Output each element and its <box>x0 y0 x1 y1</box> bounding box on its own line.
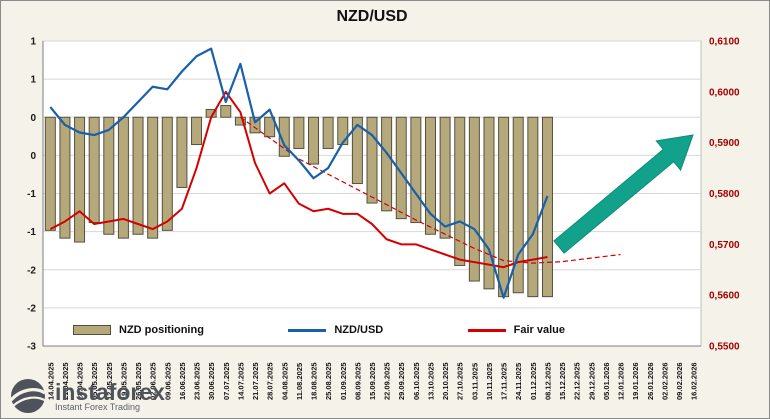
svg-text:10.11.2025: 10.11.2025 <box>485 363 494 400</box>
svg-text:13.10.2025: 13.10.2025 <box>426 362 435 400</box>
svg-text:23.06.2025: 23.06.2025 <box>193 362 202 400</box>
bar-swatch-icon <box>73 325 111 335</box>
svg-text:-2: -2 <box>27 303 36 314</box>
up-trend-arrow-icon <box>553 134 694 254</box>
legend-label-nzdusd: NZD/USD <box>334 324 384 336</box>
svg-text:14.04.2025: 14.04.2025 <box>46 362 55 400</box>
svg-text:06.10.2025: 06.10.2025 <box>412 362 421 400</box>
svg-text:26.01.2026: 26.01.2026 <box>646 362 655 400</box>
svg-text:0,5600: 0,5600 <box>709 291 740 302</box>
svg-text:28.07.2025: 28.07.2025 <box>266 362 275 400</box>
legend-item-nzdusd: NZD/USD <box>288 324 383 336</box>
svg-text:0,5700: 0,5700 <box>709 240 740 251</box>
svg-text:22.12.2025: 22.12.2025 <box>573 362 582 400</box>
svg-text:15.09.2025: 15.09.2025 <box>368 362 377 400</box>
svg-text:12.01.2026: 12.01.2026 <box>617 362 626 400</box>
svg-text:21.04.2025: 21.04.2025 <box>61 362 70 400</box>
chart-legend: NZD positioning NZD/USD Fair value <box>73 320 565 340</box>
svg-text:0,5800: 0,5800 <box>709 189 740 200</box>
instaforex-logo-icon <box>9 379 47 413</box>
legend-item-fair: Fair value <box>467 324 565 336</box>
fair-value-line-swatch-icon <box>467 328 506 332</box>
watermark-tagline: Instant Forex Trading <box>55 401 141 412</box>
svg-text:0,5500: 0,5500 <box>709 342 740 353</box>
svg-text:11.08.2025: 11.08.2025 <box>295 363 304 400</box>
svg-text:22.09.2025: 22.09.2025 <box>383 362 392 400</box>
svg-text:29.12.2025: 29.12.2025 <box>587 362 596 400</box>
svg-text:0: 0 <box>30 151 36 162</box>
legend-label-fair: Fair value <box>513 324 565 336</box>
svg-text:15.12.2025: 15.12.2025 <box>558 362 567 400</box>
svg-text:03.11.2025: 03.11.2025 <box>470 363 479 400</box>
svg-text:0,6100: 0,6100 <box>709 37 740 48</box>
nzdusd-line-swatch-icon <box>288 328 327 332</box>
svg-text:0: 0 <box>30 113 36 124</box>
svg-text:04.08.2025: 04.08.2025 <box>280 362 289 400</box>
chart-title: NZD/USD <box>336 8 408 25</box>
svg-text:-3: -3 <box>27 342 36 353</box>
svg-text:0,5900: 0,5900 <box>709 138 740 149</box>
svg-text:16.06.2025: 16.06.2025 <box>178 362 187 400</box>
watermark-brand: instaforex <box>55 378 165 405</box>
svg-text:02.06.2025: 02.06.2025 <box>149 362 158 400</box>
svg-text:14.07.2025: 14.07.2025 <box>236 362 245 400</box>
legend-label-positioning: NZD positioning <box>119 324 204 336</box>
svg-text:17.11.2025: 17.11.2025 <box>500 363 509 400</box>
watermark: instaforex Instant Forex Trading <box>9 377 165 415</box>
svg-text:21.07.2025: 21.07.2025 <box>251 362 260 400</box>
svg-text:0,6000: 0,6000 <box>709 87 740 98</box>
svg-text:29.09.2025: 29.09.2025 <box>397 362 406 400</box>
svg-text:20.10.2025: 20.10.2025 <box>441 362 450 400</box>
svg-text:07.07.2025: 07.07.2025 <box>222 362 231 400</box>
svg-text:1: 1 <box>30 37 36 48</box>
svg-text:02.02.2026: 02.02.2026 <box>660 362 669 400</box>
svg-text:09.02.2026: 09.02.2026 <box>675 362 684 400</box>
svg-text:27.10.2025: 27.10.2025 <box>456 362 465 400</box>
svg-text:09.06.2025: 09.06.2025 <box>163 362 172 400</box>
svg-text:-1: -1 <box>27 227 36 238</box>
svg-text:16.02.2026: 16.02.2026 <box>690 362 699 400</box>
svg-text:1: 1 <box>30 75 36 86</box>
svg-text:-2: -2 <box>27 265 36 276</box>
svg-text:12.05.2025: 12.05.2025 <box>105 362 114 400</box>
svg-text:01.09.2025: 01.09.2025 <box>339 362 348 400</box>
svg-text:08.09.2025: 08.09.2025 <box>353 362 362 400</box>
svg-text:30.06.2025: 30.06.2025 <box>207 362 216 400</box>
svg-text:19.05.2025: 19.05.2025 <box>119 362 128 400</box>
svg-text:19.01.2026: 19.01.2026 <box>631 362 640 400</box>
svg-text:25.08.2025: 25.08.2025 <box>324 362 333 400</box>
svg-text:26.05.2025: 26.05.2025 <box>134 362 143 400</box>
svg-text:28.04.2025: 28.04.2025 <box>76 362 85 400</box>
svg-text:24.11.2025: 24.11.2025 <box>514 363 523 400</box>
svg-text:08.12.2025: 08.12.2025 <box>543 362 552 400</box>
svg-text:05.01.2026: 05.01.2026 <box>602 362 611 400</box>
svg-text:18.08.2025: 18.08.2025 <box>310 362 319 400</box>
legend-item-positioning: NZD positioning <box>73 324 204 336</box>
svg-text:05.05.2025: 05.05.2025 <box>90 362 99 400</box>
svg-text:-1: -1 <box>27 189 36 200</box>
svg-text:01.12.2025: 01.12.2025 <box>529 362 538 400</box>
